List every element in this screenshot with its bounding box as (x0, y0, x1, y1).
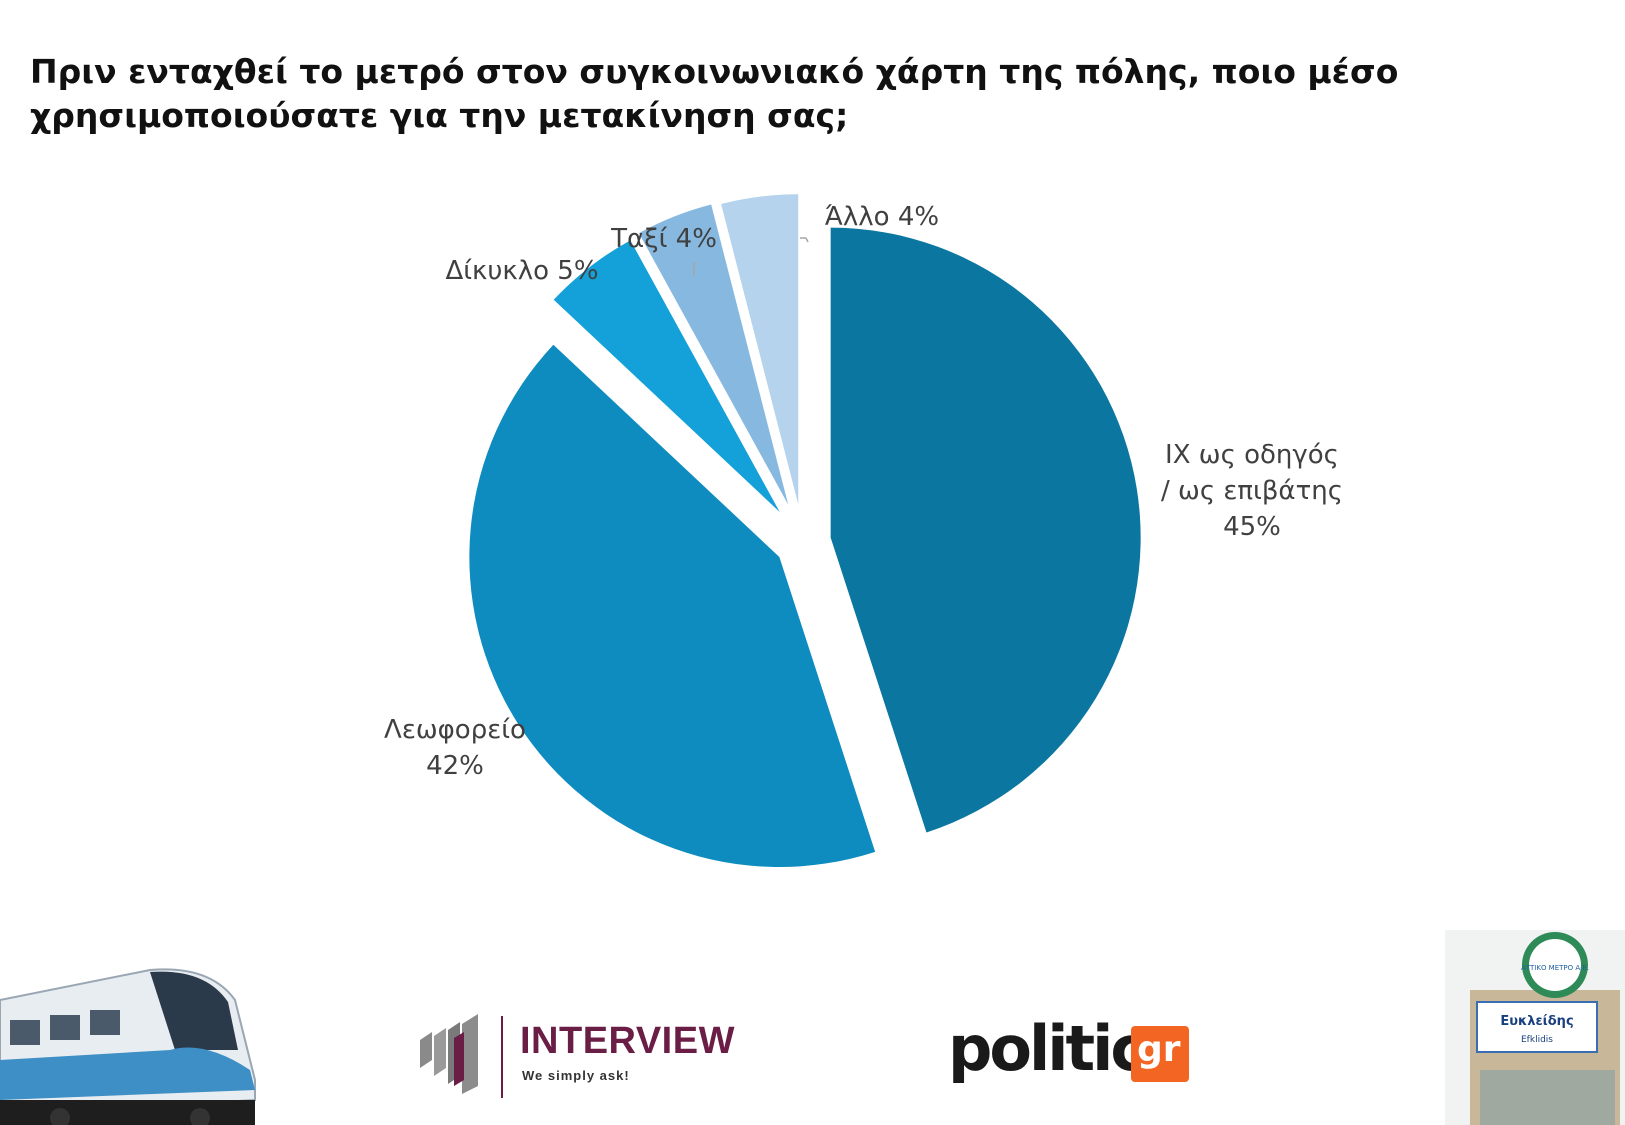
pie-slice (830, 227, 1141, 833)
politic-logo: politic gr (948, 1012, 1198, 1100)
metro-station-sign-image: ΑΤΤΙΚΟ ΜΕΤΡΟ Α.Ε. Ευκλείδης Efklidis (1445, 930, 1625, 1125)
chart-title: Πριν ενταχθεί το μετρό στον συγκοινωνιακ… (30, 50, 1430, 138)
pie-slice (469, 344, 876, 868)
slice-label-line: Ταξί 4% (610, 224, 717, 254)
slice-label-line: Άλλο 4% (825, 202, 939, 232)
slice-label: IX ως οδηγός / ως επιβάτης 45% (1161, 440, 1343, 542)
interview-bars-icon (420, 1014, 503, 1098)
politic-logo-badge: gr (1131, 1026, 1189, 1082)
slice-label-line: Λεωφορείο (384, 715, 526, 745)
slice-label: Ταξί 4% (610, 224, 717, 254)
station-sign-latin: Efklidis (1521, 1035, 1553, 1045)
interview-logo: INTERVIEW We simply ask! (420, 1010, 750, 1100)
pie-slice (721, 194, 799, 505)
chart-title-line-2: χρησιμοποιούσατε για την μετακίνηση σας; (30, 96, 849, 135)
metro-train-image (0, 968, 256, 1125)
slice-label-line: / ως επιβάτης (1161, 476, 1343, 506)
slice-label-line: Δίκυκλο 5% (445, 256, 598, 286)
slice-label-line: 45% (1223, 512, 1281, 542)
leader-line (800, 237, 809, 243)
slice-label-line: 42% (426, 751, 484, 781)
slice-label: Άλλο 4% (825, 202, 939, 232)
pie-slice (553, 240, 780, 512)
slice-label: Δίκυκλο 5% (445, 256, 598, 286)
politic-logo-suffix: gr (1137, 1029, 1181, 1070)
slice-label-line: IX ως οδηγός (1165, 440, 1339, 470)
station-sign-name: Ευκλείδης (1500, 1014, 1573, 1029)
interview-logo-name: INTERVIEW (520, 1020, 735, 1062)
interview-logo-tagline: We simply ask! (522, 1068, 630, 1083)
pie-slice (638, 204, 789, 505)
politic-logo-name: politic (948, 1012, 1147, 1085)
slice-label: Λεωφορείο 42% (384, 715, 526, 781)
chart-title-line-1: Πριν ενταχθεί το μετρό στον συγκοινωνιακ… (30, 52, 1399, 91)
station-header-text: ΑΤΤΙΚΟ ΜΕΤΡΟ Α.Ε. (1521, 964, 1589, 972)
